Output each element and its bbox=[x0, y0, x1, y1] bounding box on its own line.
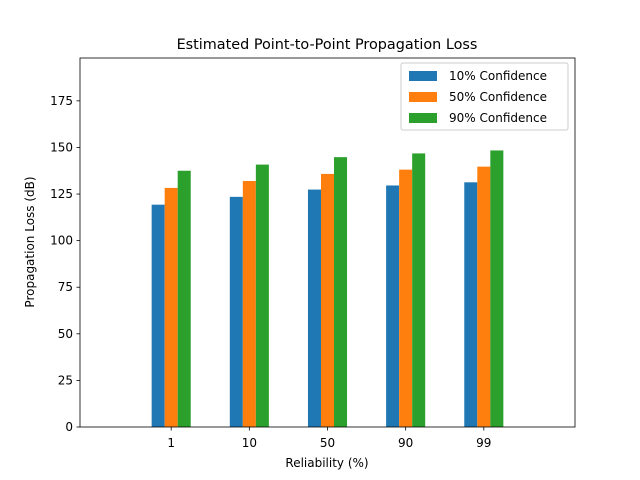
y-tick-label: 50 bbox=[58, 327, 73, 341]
x-tick-label: 99 bbox=[476, 436, 491, 450]
x-tick-label: 90 bbox=[398, 436, 413, 450]
legend-label: 10% Confidence bbox=[449, 69, 547, 83]
bar-50-confidence-50 bbox=[320, 173, 335, 427]
bar-50-confidence-99 bbox=[477, 166, 491, 427]
y-axis: 0 25 50 75 100 125 150 175 bbox=[50, 94, 80, 434]
legend-label: 90% Confidence bbox=[449, 111, 547, 125]
bar-10-confidence-90 bbox=[386, 185, 400, 427]
y-tick-label: 0 bbox=[65, 420, 73, 434]
legend: 10% Confidence 50% Confidence 90% Confiden… bbox=[400, 62, 569, 131]
bar-90-confidence-90 bbox=[412, 153, 426, 427]
y-tick-label: 100 bbox=[50, 234, 73, 248]
bar-50-confidence-10 bbox=[242, 181, 256, 427]
y-tick-label: 75 bbox=[58, 280, 73, 294]
y-tick-label: 150 bbox=[50, 140, 73, 154]
bar-10-confidence-10 bbox=[229, 196, 243, 427]
y-tick-label: 25 bbox=[58, 373, 73, 387]
x-axis-label: Reliability (%) bbox=[285, 456, 368, 470]
chart-title: Estimated Point-to-Point Propagation Los… bbox=[177, 37, 478, 53]
x-tick-label: 1 bbox=[167, 436, 175, 450]
x-tick-label: 50 bbox=[320, 436, 335, 450]
bar-90-confidence-10 bbox=[255, 164, 269, 427]
y-tick-label: 125 bbox=[50, 187, 73, 201]
legend-swatch bbox=[409, 92, 437, 102]
legend-swatch bbox=[409, 71, 437, 81]
bar-50-confidence-1 bbox=[164, 187, 178, 427]
x-axis: 1 10 50 90 99 bbox=[167, 427, 491, 450]
legend-box bbox=[400, 62, 569, 131]
y-axis-label: Propagation Loss (dB) bbox=[23, 176, 37, 307]
legend-swatch bbox=[409, 113, 437, 123]
bar-90-confidence-99 bbox=[490, 150, 504, 427]
bar-90-confidence-1 bbox=[177, 170, 191, 427]
x-tick-label: 10 bbox=[242, 436, 257, 450]
plot-frame bbox=[79, 57, 576, 428]
legend-label: 50% Confidence bbox=[449, 90, 547, 104]
bars-group bbox=[151, 150, 504, 428]
bar-10-confidence-1 bbox=[151, 204, 165, 427]
y-tick-label: 175 bbox=[50, 94, 73, 108]
bar-10-confidence-50 bbox=[307, 189, 321, 427]
bar-10-confidence-99 bbox=[464, 182, 478, 427]
bar-90-confidence-50 bbox=[334, 157, 348, 428]
bar-50-confidence-90 bbox=[399, 169, 413, 427]
